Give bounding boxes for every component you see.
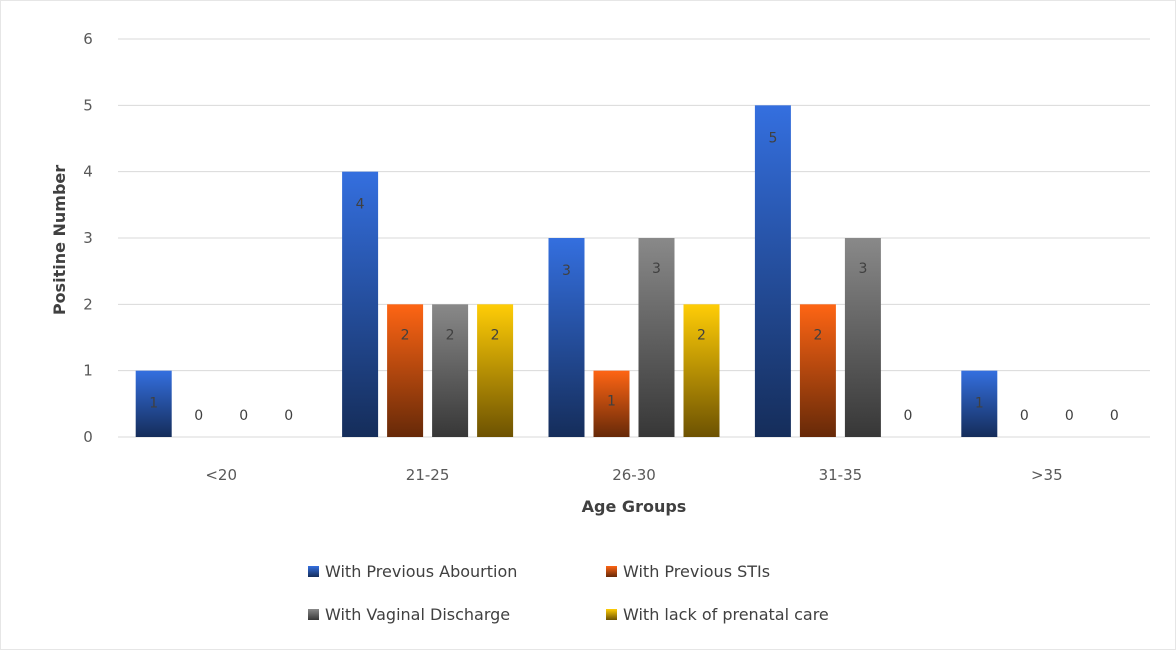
legend-swatch xyxy=(606,566,617,577)
x-tick-label: 21-25 xyxy=(406,466,450,484)
legend-label: With Vaginal Discharge xyxy=(325,605,510,624)
bars xyxy=(135,105,998,437)
data-label: 3 xyxy=(562,263,571,279)
legend: With Previous Abourtion With Previous STI… xyxy=(308,562,829,624)
data-label: 0 xyxy=(284,408,293,424)
data-label: 1 xyxy=(607,394,616,410)
bar xyxy=(593,370,630,437)
gridlines xyxy=(118,38,1150,438)
y-axis-title: Positine Number xyxy=(50,165,69,315)
legend-label: With lack of prenatal care xyxy=(623,605,829,624)
x-tick-label: <20 xyxy=(205,466,237,484)
bar xyxy=(387,304,424,437)
data-label: 4 xyxy=(356,197,365,213)
bar xyxy=(477,304,514,437)
legend-label: With Previous Abourtion xyxy=(325,562,517,581)
data-label: 1 xyxy=(149,396,158,412)
legend-label: With Previous STIs xyxy=(623,562,770,581)
data-label: 0 xyxy=(1065,408,1074,424)
y-axis-ticks: 0 1 2 3 4 5 6 xyxy=(83,30,93,446)
bar xyxy=(961,370,998,437)
data-label: 2 xyxy=(697,327,706,343)
bar xyxy=(342,171,379,437)
y-tick-label: 1 xyxy=(83,362,93,380)
x-axis-title: Age Groups xyxy=(582,497,687,516)
bar xyxy=(432,304,469,437)
data-labels: 1 0 0 0 4 2 2 2 3 1 3 2 5 2 3 0 1 0 0 0 xyxy=(149,130,1119,424)
y-tick-label: 6 xyxy=(83,30,93,48)
x-tick-label: 26-30 xyxy=(612,466,656,484)
bar xyxy=(799,304,836,437)
bar xyxy=(638,238,675,437)
data-label: 1 xyxy=(975,396,984,412)
data-label: 2 xyxy=(491,327,500,343)
bar xyxy=(844,238,881,437)
data-label: 3 xyxy=(858,261,867,277)
y-tick-label: 5 xyxy=(83,96,93,114)
data-label: 2 xyxy=(401,327,410,343)
bar xyxy=(683,304,720,437)
data-label: 0 xyxy=(903,408,912,424)
data-label: 0 xyxy=(1110,408,1119,424)
data-label: 2 xyxy=(813,327,822,343)
legend-swatch xyxy=(308,609,319,620)
x-tick-label: 31-35 xyxy=(819,466,863,484)
y-tick-label: 3 xyxy=(83,229,93,247)
bar xyxy=(754,105,791,437)
x-axis-ticks: <20 21-25 26-30 31-35 >35 xyxy=(205,466,1062,484)
legend-swatch xyxy=(308,566,319,577)
data-label: 3 xyxy=(652,261,661,277)
data-label: 0 xyxy=(194,408,203,424)
legend-swatch xyxy=(606,609,617,620)
y-tick-label: 0 xyxy=(83,428,93,446)
bar xyxy=(135,370,172,437)
x-tick-label: >35 xyxy=(1031,466,1063,484)
y-tick-label: 2 xyxy=(83,295,93,313)
data-label: 5 xyxy=(768,130,777,146)
data-label: 0 xyxy=(239,408,248,424)
data-label: 2 xyxy=(446,327,455,343)
bar xyxy=(548,238,585,437)
data-label: 0 xyxy=(1020,408,1029,424)
y-tick-label: 4 xyxy=(83,163,93,181)
